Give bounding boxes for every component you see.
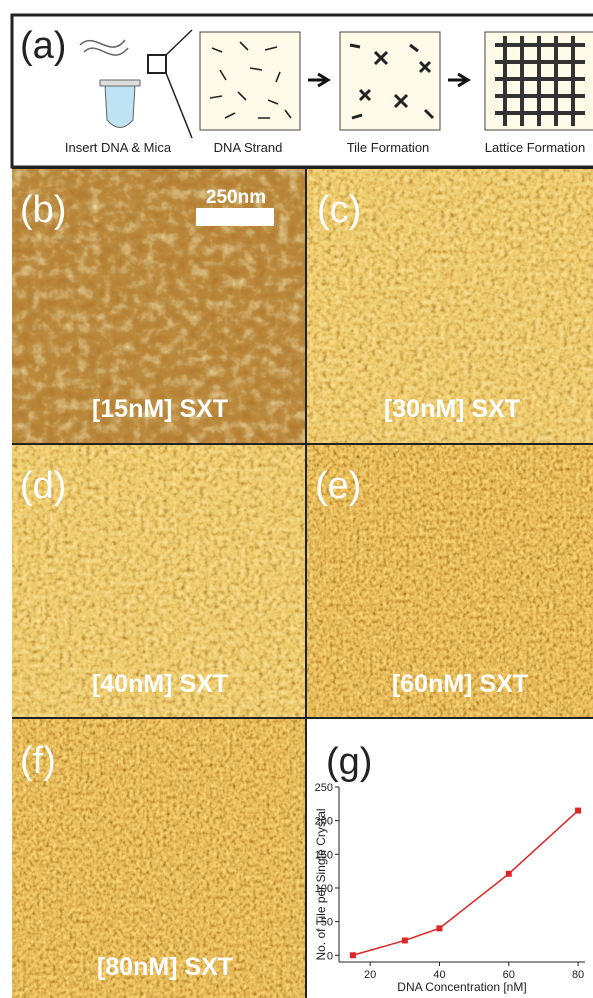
panel-label: (f) [20,740,56,782]
panel-caption: [15nM] SXT [92,395,228,423]
page: {"panel_a": {"label": "(a)", "steps": ["… [0,0,593,998]
callout-box [148,55,166,73]
panel-caption: [80nM] SXT [97,953,233,981]
figure: (a) Insert DNA & Mica DNA Strand Tile Fo… [0,0,593,998]
panel-label: (b) [20,189,66,231]
step-caption: DNA Strand [214,140,283,155]
panel-label: (e) [315,465,361,507]
x-tick-label: 20 [364,969,376,981]
scale-bar [196,208,274,226]
panel-label: (d) [20,465,66,507]
y-tick-label: 250 [315,782,333,794]
data-point [436,925,442,931]
tube-icon [105,85,135,128]
data-point [575,808,581,814]
panel-caption: [60nM] SXT [392,670,528,698]
y-axis-label: No. of Tile per Single Crystal [314,808,328,960]
panel-caption: [40nM] SXT [92,670,228,698]
step-caption: Lattice Formation [485,140,585,155]
panel-label: (c) [317,189,361,231]
x-axis-label: DNA Concentration [nM] [397,980,526,994]
data-point [506,871,512,877]
step-box [200,32,300,130]
panel-caption: [30nM] SXT [384,395,520,423]
panel-label: (g) [326,741,372,783]
data-point [402,937,408,943]
panel-a: (a) Insert DNA & Mica DNA Strand Tile Fo… [12,15,593,167]
scale-bar-label: 250nm [206,187,266,208]
step-caption: Tile Formation [347,140,430,155]
panel-label: (a) [20,25,66,67]
x-tick-label: 80 [572,969,584,981]
step-caption: Insert DNA & Mica [65,140,172,155]
data-point [350,952,356,958]
tube-cap [100,80,140,86]
